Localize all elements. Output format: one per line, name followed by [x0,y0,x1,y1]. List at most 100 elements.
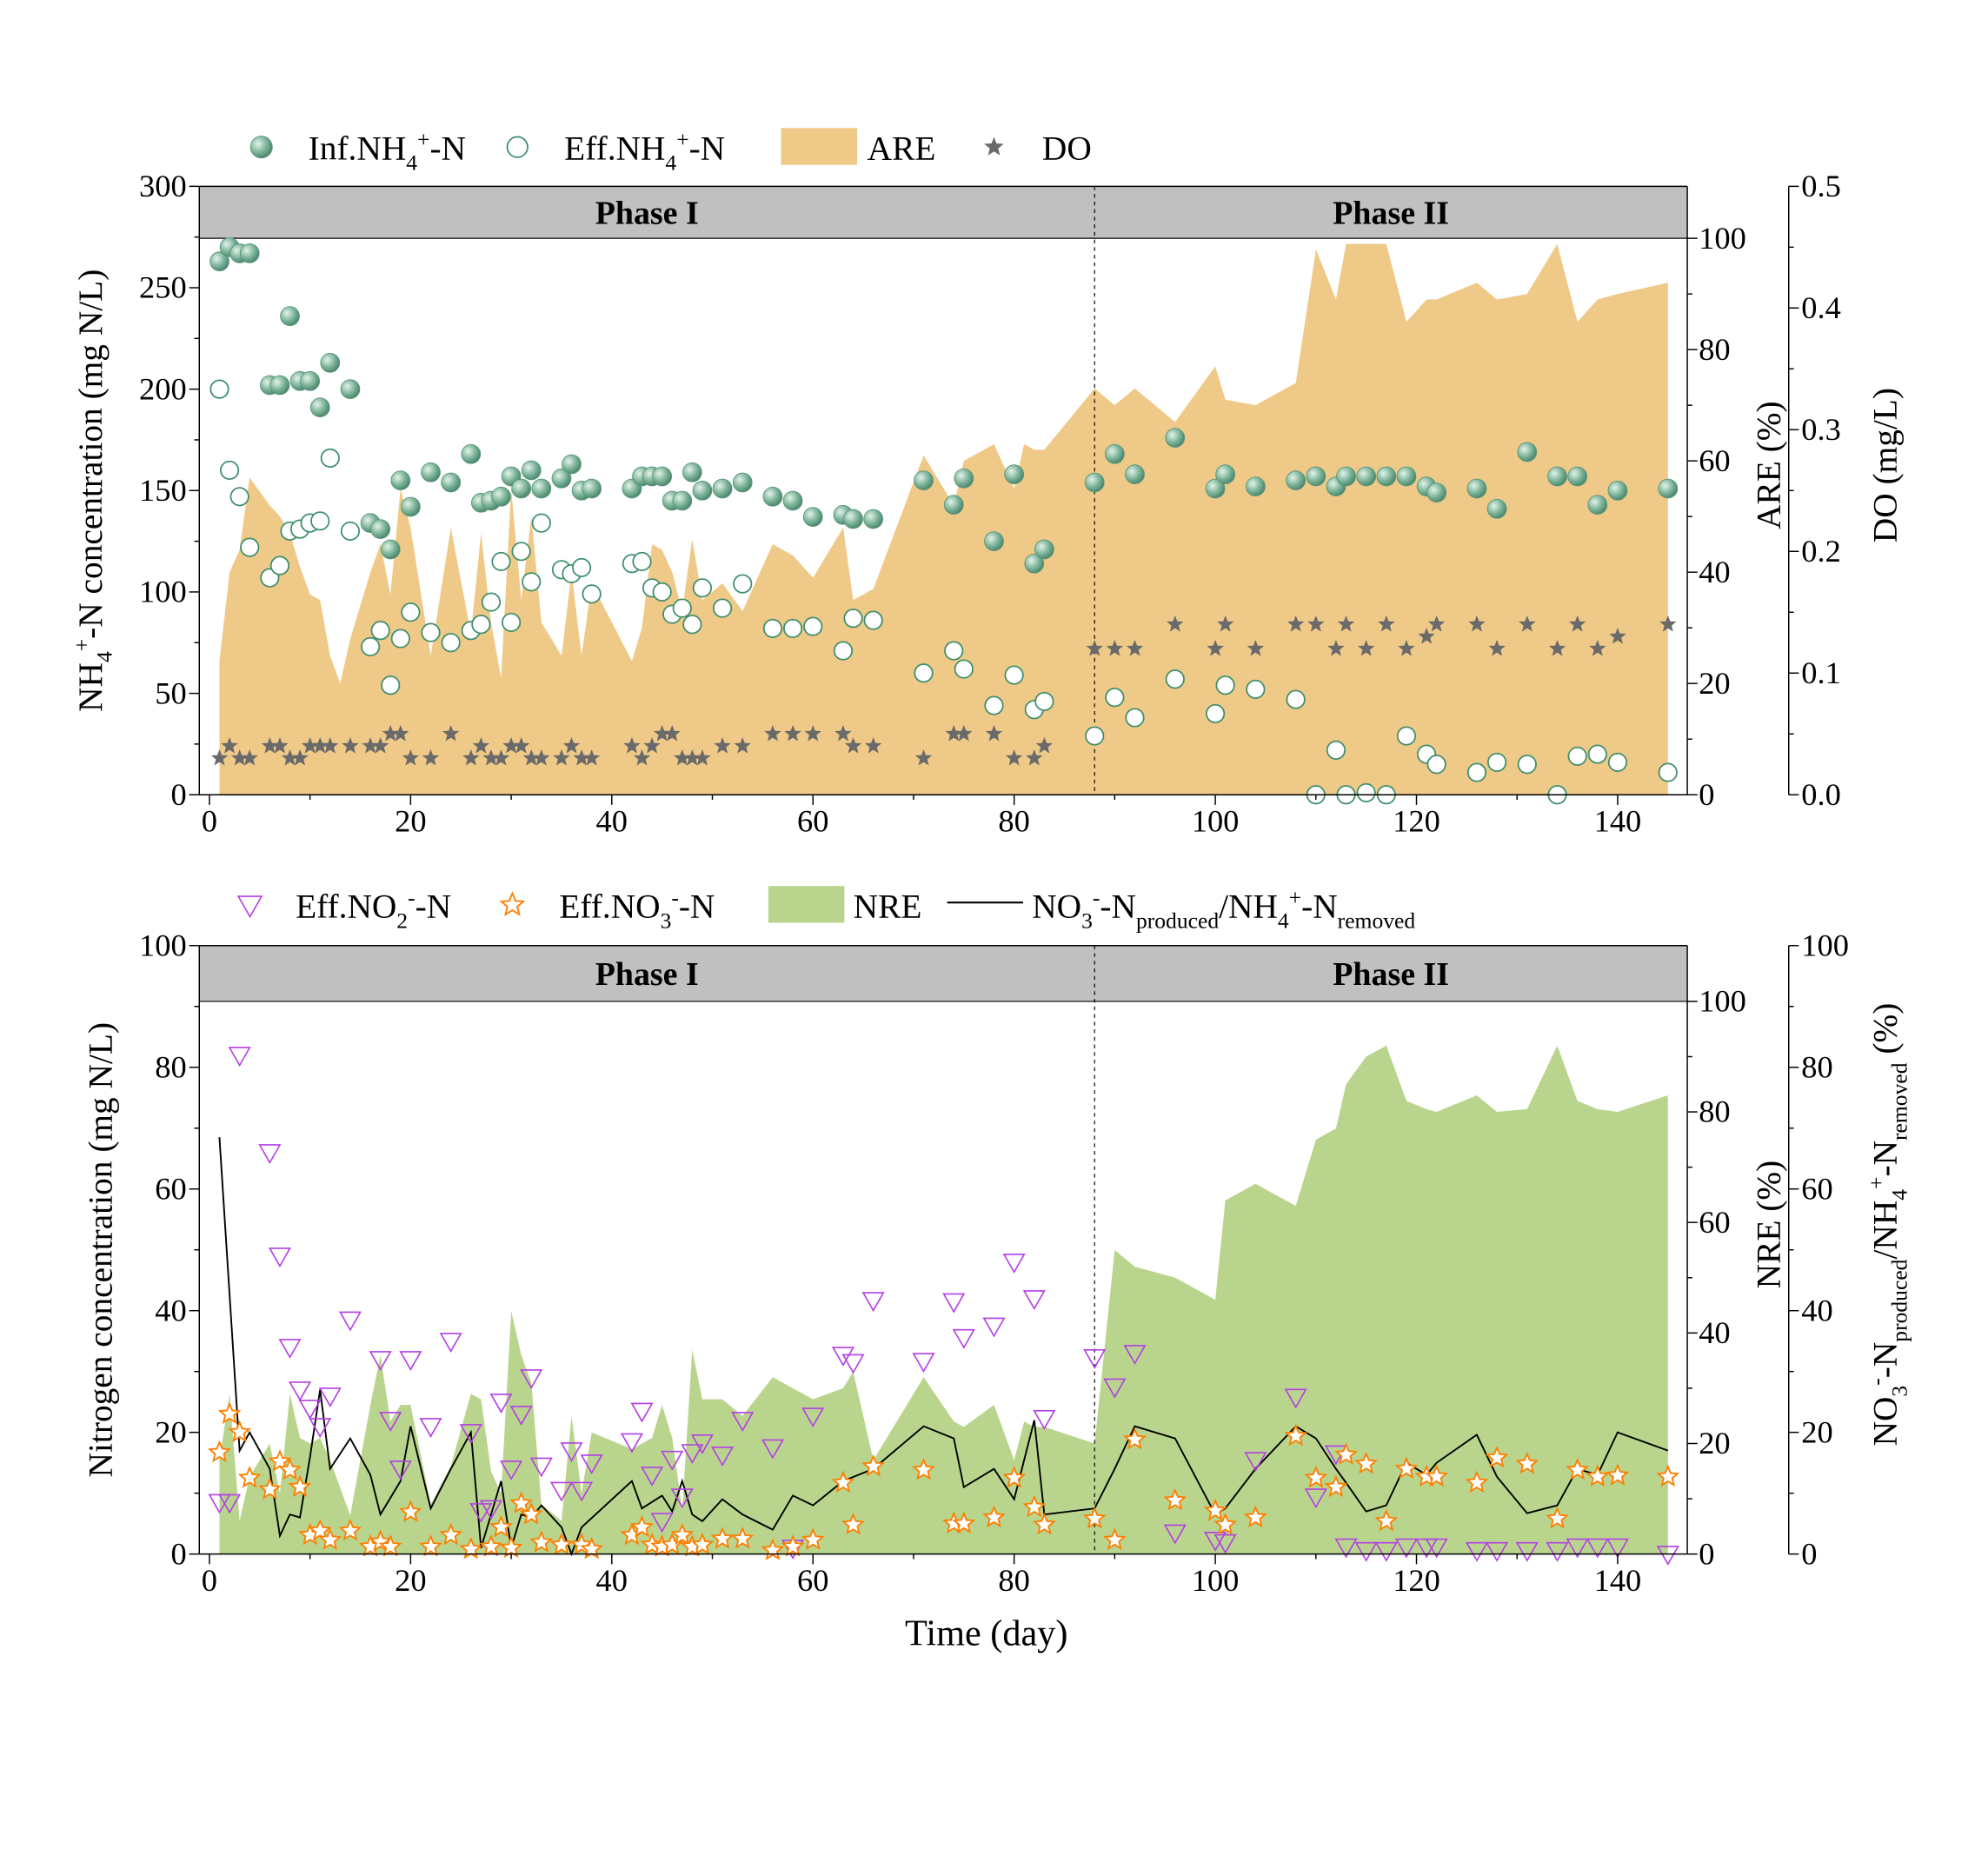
no2-point [1546,1541,1569,1562]
eff-nh4-point [401,602,421,622]
eff-nh4-point [471,615,491,635]
no3-point [529,1530,554,1553]
no2-point [661,1450,684,1471]
eff-nh4-point [1034,691,1054,711]
eff-nh4-point [340,521,361,542]
legend-label: ARE [868,130,936,168]
y3-axis-tick-label: 0.2 [1801,534,1841,569]
superscript: - [671,885,679,910]
no2-point [1586,1538,1609,1559]
eff-nh4-point [632,551,652,572]
legend-label: NO3--Nproduced/NH4+-Nremoved [1032,885,1415,933]
eff-nh4-point [914,663,934,683]
text-run: Eff.NO [559,888,660,926]
do-point [1035,737,1054,754]
inf-nh4-point [1396,466,1417,487]
y-axis-tick-label: 80 [155,1049,186,1084]
do-point [1126,640,1144,656]
no2-point [218,1493,242,1514]
no3-point [1002,1465,1027,1488]
do-point [231,749,249,766]
subscript: 4 [665,150,676,175]
eff-nh4-point [1165,669,1185,689]
y-axis-tick-label: 150 [139,473,187,508]
inf-nh4-point [1567,466,1588,487]
inf-nh4-point [1658,478,1679,499]
no3-point [1243,1505,1267,1528]
do-point [1026,749,1043,766]
no2-point [952,1328,975,1349]
no2-point [228,1047,251,1068]
phase-label: Phase I [595,195,699,231]
y2-tick-label: 100 [1699,221,1746,256]
no3-point [419,1534,442,1557]
no2-point [1103,1378,1127,1399]
text-run: NO [1032,888,1081,926]
do-point [271,737,289,754]
y3-axis-tick-label: 0.1 [1801,655,1841,690]
no3-point [1394,1456,1419,1480]
no2-point [1394,1538,1418,1559]
no3-point [1213,1513,1237,1535]
no3-point [509,1491,534,1513]
do-point [342,737,359,754]
eff-nh4-point [209,379,229,399]
do-point [764,725,781,742]
eff-nh4-point [1466,762,1487,782]
no2-point [520,1369,543,1389]
do-point [1427,615,1446,632]
do-point [1207,640,1224,656]
inf-nh4-point [1607,480,1628,501]
y-axis-tick-label: 0 [170,1536,186,1571]
inf-nh4-point [421,462,441,482]
y-axis-tick-label: 40 [155,1293,186,1327]
inf-nh4-point [562,454,582,475]
no2-point [912,1353,935,1374]
subscript: 4 [92,651,117,662]
no2-point [1002,1254,1026,1274]
do-point [1167,615,1184,632]
legend-item: Inf.NH4+-N [249,127,466,175]
no3-point [1546,1506,1569,1529]
eff-nh4-point [390,629,410,649]
inf-nh4-point [461,443,482,464]
eff-nh4-point [1487,752,1507,772]
y3-axis-tick-label: 0.5 [1801,169,1841,203]
y-axis-tick-label: 200 [139,371,187,406]
inf-nh4-point [1245,476,1266,496]
do-point [864,737,882,754]
legend-label: DO [1042,130,1092,168]
do-point [1488,640,1506,656]
do-point [422,749,440,766]
subscript: 3 [661,908,672,933]
do-point [1086,640,1103,656]
no2-point [419,1418,442,1438]
inf-nh4-point [390,470,411,490]
subscript: removed [1886,1062,1912,1141]
eff-nh4-point [733,574,753,594]
eff-nh4-point [219,460,240,481]
eff-nh4-point [501,612,522,633]
do-point [573,749,590,766]
text-run: -N [689,130,726,168]
x-tick-label: 0 [202,804,217,839]
do-point [492,749,510,766]
inf-nh4-point [652,466,673,487]
no3-point [710,1527,735,1549]
eff-nh4-point [481,592,502,612]
inf-nh4-point [209,251,229,272]
do-point [643,737,661,754]
y3-axis-title: NO3--Nproduced/NH4+-Nremoved (%) [1864,1003,1912,1447]
no2-point [399,1351,422,1371]
eff-nh4-point [491,551,511,572]
legend-no3-icon [499,891,526,916]
no3-point [228,1420,252,1443]
text-run: NRE [854,888,922,926]
no3-point [1022,1494,1047,1518]
no2-point [1486,1541,1509,1562]
text-run: -N concentration (mg N/L) [71,269,110,639]
y2-tick-label: 80 [1699,1094,1730,1129]
inf-nh4-point [300,370,321,391]
no3-point [1284,1423,1308,1447]
subscript: produced [1886,1259,1912,1341]
